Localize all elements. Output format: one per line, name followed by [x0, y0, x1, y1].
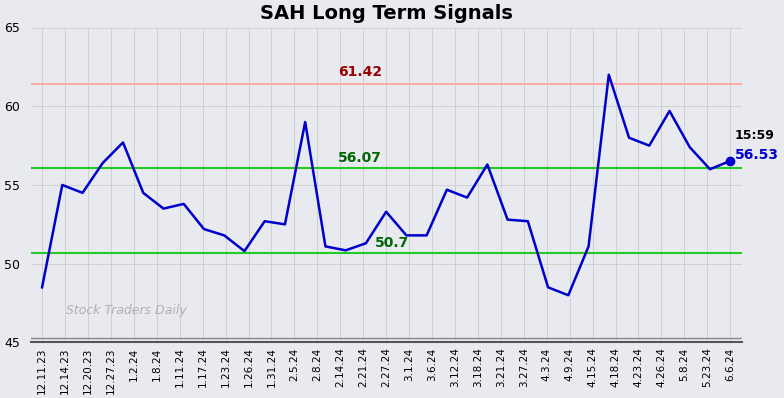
- Text: 15:59: 15:59: [735, 129, 775, 142]
- Text: 56.53: 56.53: [735, 148, 779, 162]
- Text: 61.42: 61.42: [338, 65, 382, 79]
- Title: SAH Long Term Signals: SAH Long Term Signals: [260, 4, 513, 23]
- Text: 50.7: 50.7: [375, 236, 409, 250]
- Text: 56.07: 56.07: [338, 151, 382, 165]
- Text: Stock Traders Daily: Stock Traders Daily: [66, 304, 187, 317]
